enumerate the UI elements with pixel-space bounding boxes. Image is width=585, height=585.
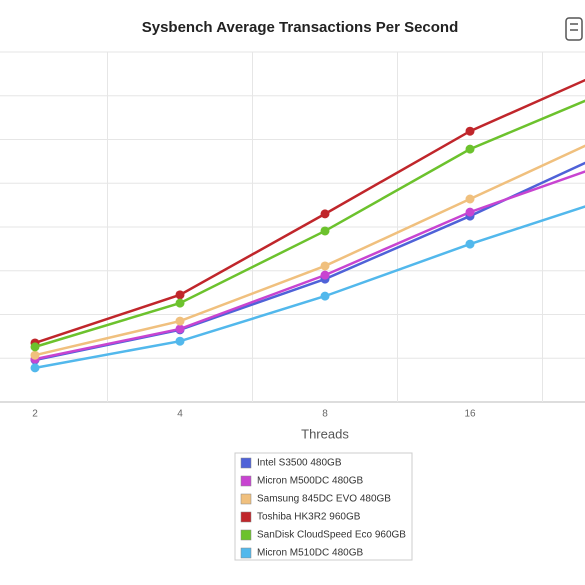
legend-label: SanDisk CloudSpeed Eco 960GB [257, 530, 406, 541]
data-point [320, 261, 330, 271]
x-axis-label: Threads [301, 426, 349, 441]
data-point [175, 336, 185, 346]
series-line [34, 170, 585, 361]
legend-label: Micron M510DC 480GB [257, 548, 363, 559]
data-point [30, 350, 40, 360]
data-point [465, 194, 475, 204]
legend: Intel S3500 480GB Micron M500DC 480GB Sams… [240, 457, 406, 559]
data-point [320, 226, 330, 236]
data-point [465, 126, 475, 136]
data-point [320, 209, 330, 219]
legend-label: Samsung 845DC EVO 480GB [257, 494, 391, 505]
x-tick-label: 2 [32, 409, 38, 420]
legend-label: Toshiba HK3R2 960GB [257, 512, 361, 523]
data-point [175, 290, 185, 300]
x-tick-label: 16 [464, 409, 476, 420]
chart-title: Sysbench Average Transactions Per Second [142, 19, 459, 36]
data-point [465, 207, 475, 217]
legend-swatch [240, 529, 252, 541]
legend-swatch [240, 475, 252, 487]
logo [565, 17, 583, 41]
data-point [175, 316, 185, 326]
x-tick-label: 8 [322, 409, 328, 420]
data-point [465, 239, 475, 249]
legend-label: Micron M500DC 480GB [257, 476, 363, 487]
data-point [30, 363, 40, 373]
legend-label: Intel S3500 480GB [257, 458, 342, 469]
data-point [175, 324, 185, 334]
legend-box [234, 452, 413, 561]
x-tick-label: 4 [177, 409, 183, 420]
data-point [320, 270, 330, 280]
data-point [465, 144, 475, 154]
series-line [34, 161, 585, 362]
legend-swatch [240, 547, 252, 559]
series-line [34, 99, 585, 349]
legend-swatch [240, 457, 252, 469]
logo-shape [565, 17, 583, 41]
data-point [320, 291, 330, 301]
legend-swatch [240, 511, 252, 523]
data-point [175, 298, 185, 308]
plot-area: 2 4 8 16 [0, 51, 585, 420]
legend-swatch [240, 493, 252, 505]
data-point [30, 342, 40, 352]
